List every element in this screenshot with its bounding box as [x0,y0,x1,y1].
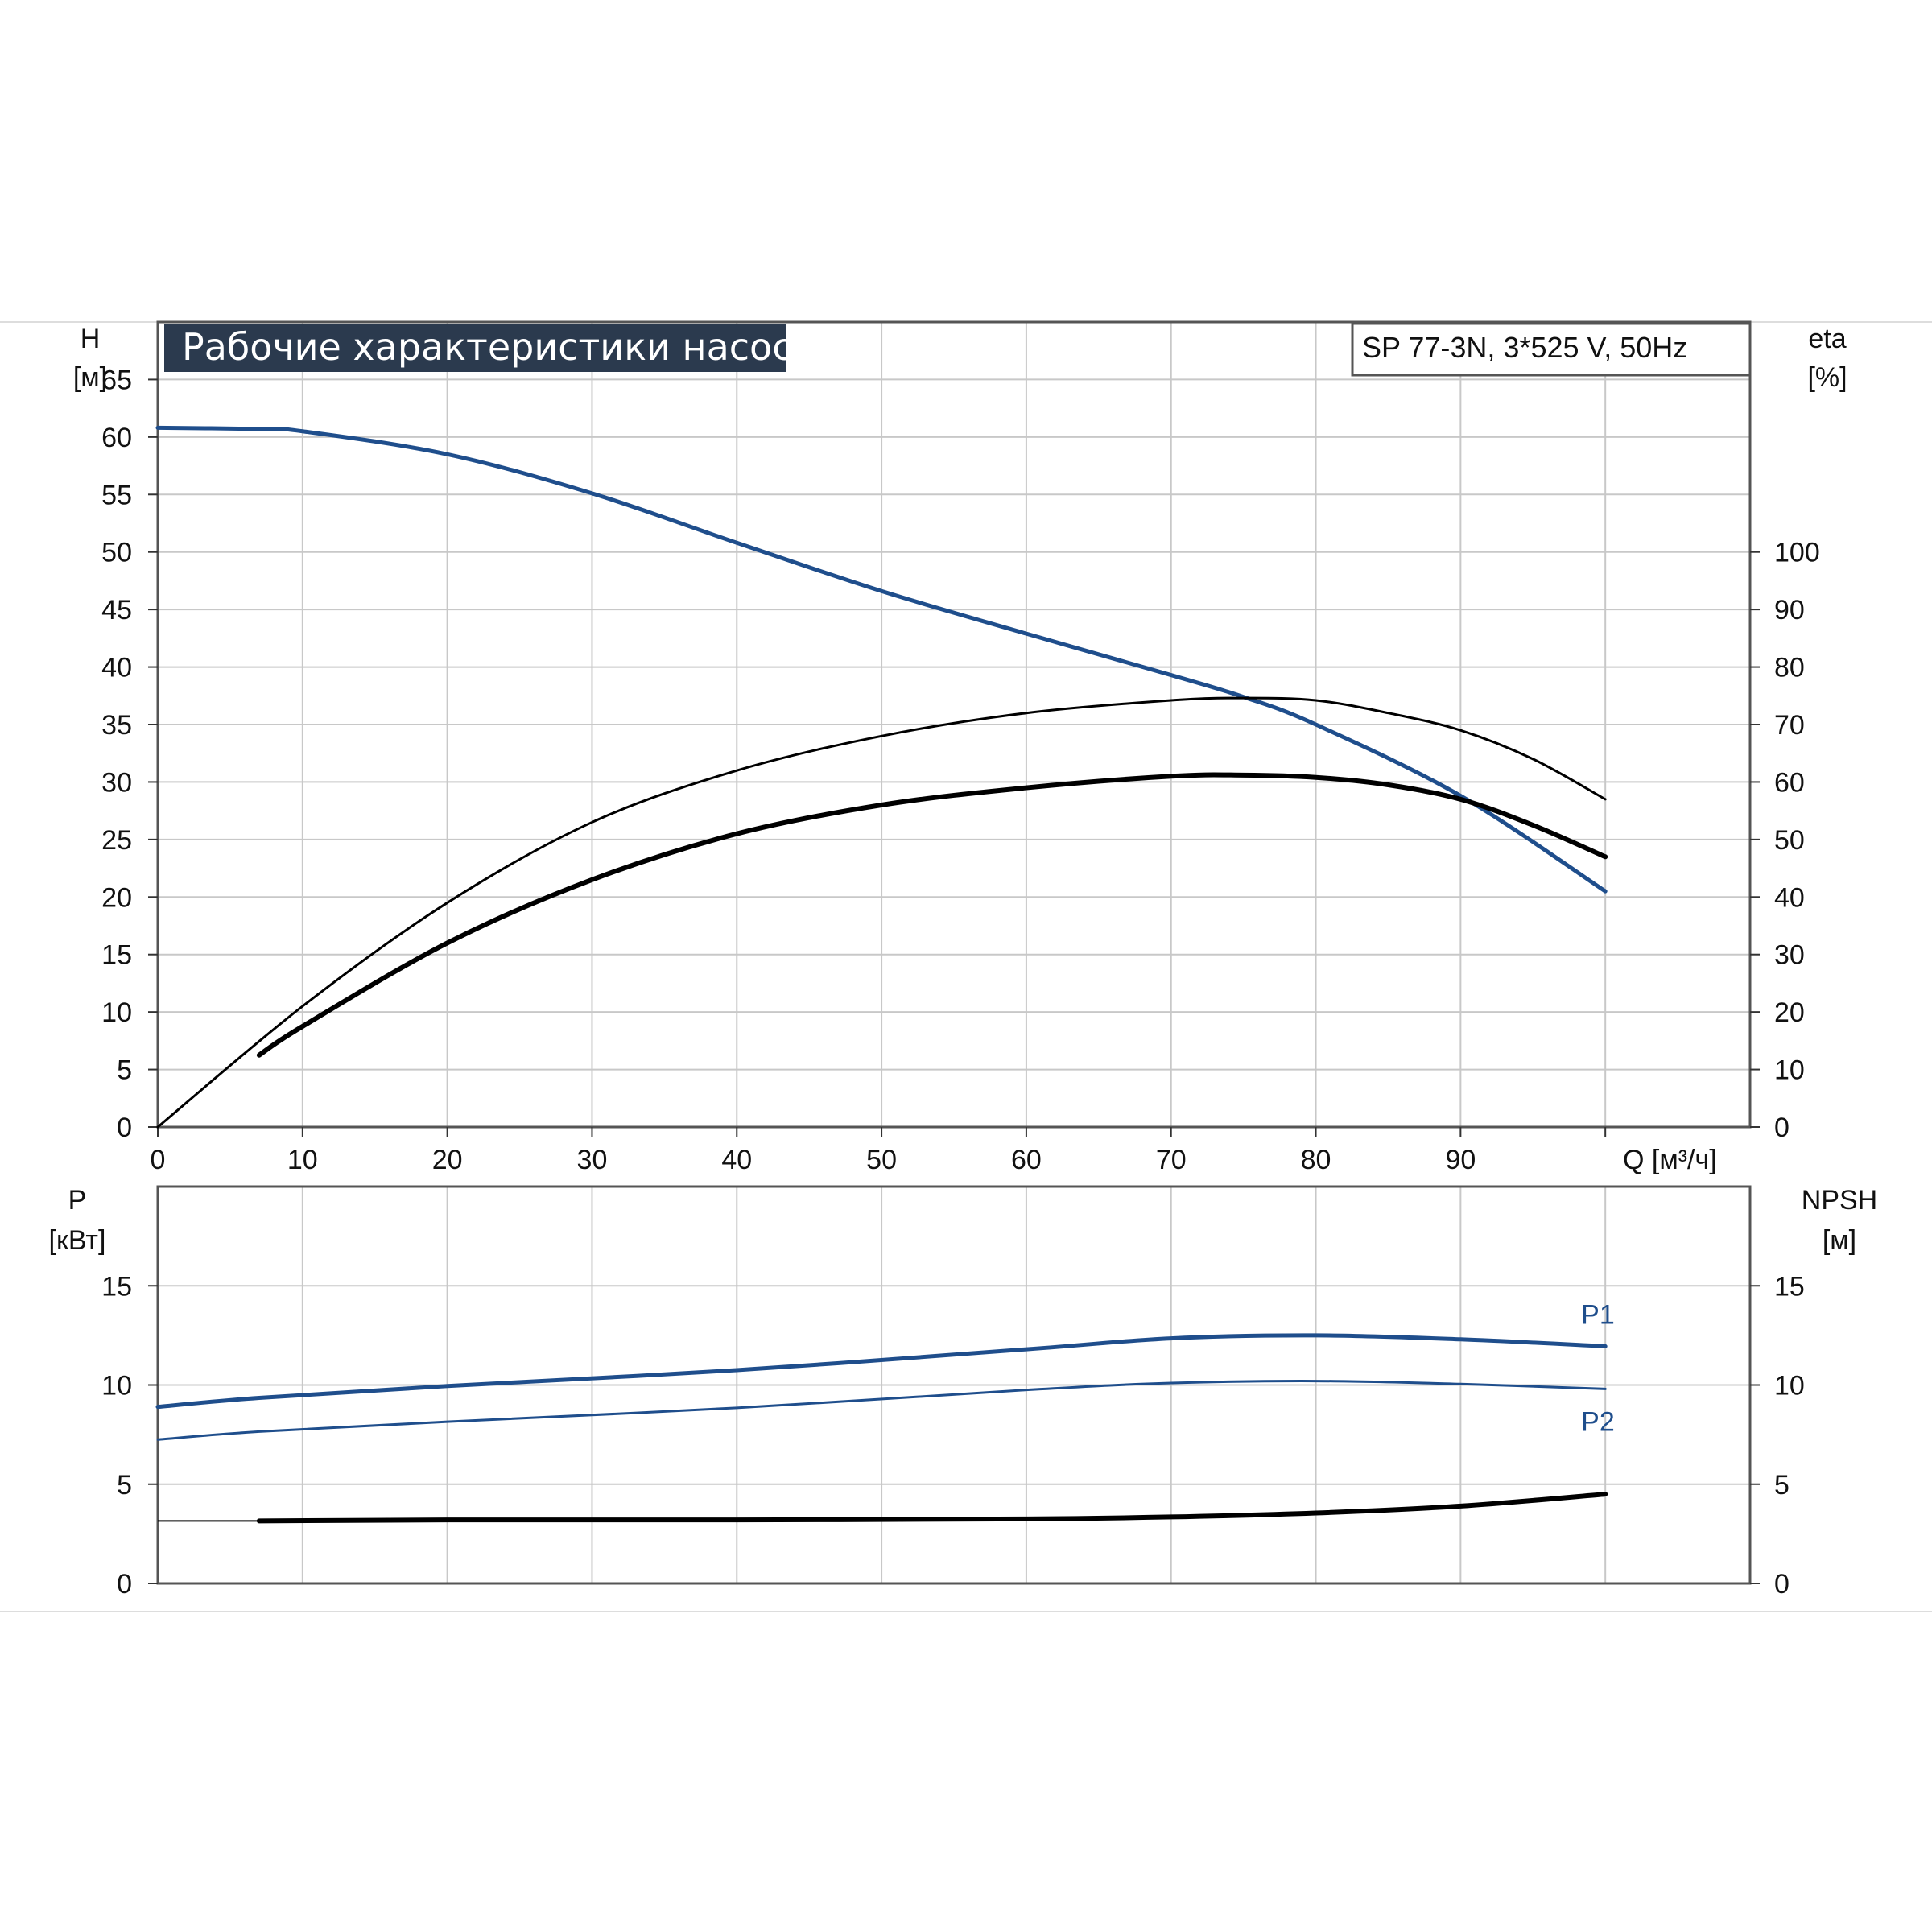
x-tick-label: 70 [1156,1145,1187,1175]
p2-curve [156,1380,1607,1441]
eta-axis-label: eta [1808,324,1846,354]
x-tick-label: 30 [577,1145,608,1175]
h-tick-label: 20 [101,882,132,913]
x-tick-label: 50 [866,1145,897,1175]
head-curve [155,425,1608,894]
eta-tick-label: 0 [1774,1113,1790,1143]
p-tick-label: 5 [117,1470,132,1501]
eta-tick-label: 60 [1774,767,1805,798]
x-tick-label: 60 [1011,1145,1042,1175]
p1-curve [155,1333,1608,1410]
p2-label: P2 [1581,1406,1615,1437]
h-tick-label: 50 [101,538,132,568]
h-tick-label: 55 [101,480,132,510]
top-axis-ticks: 0 10 20 30 40 50 60 70 80 90 0 5 10 15 20 25 30 35 40 45 50 5… [101,365,1820,1175]
model-label: SP 77-3N, 3*525 V, 50Hz [1362,331,1687,364]
h-tick-label: 35 [101,710,132,741]
p-tick-label: 15 [101,1271,132,1302]
q-axis-label: Q [м³/ч] [1623,1145,1717,1175]
eta-tick-label: 40 [1774,882,1805,913]
npsh-curve [256,1492,1608,1524]
x-tick-label: 80 [1301,1145,1331,1175]
p-axis-unit: [кВт] [49,1225,106,1256]
x-tick-label: 90 [1445,1145,1476,1175]
h-tick-label: 25 [101,825,132,856]
x-tick-label: 40 [721,1145,752,1175]
h-axis-unit: [м] [73,362,107,393]
eta-tick-label: 10 [1774,1055,1805,1086]
p-tick-label: 10 [101,1371,132,1402]
chart-title: Рабочие характеристики насоса [182,325,815,369]
model-label-box [1351,322,1752,377]
chart-title-box [164,324,786,372]
eta-axis-unit: [%] [1807,362,1847,393]
eta-tick-label: 20 [1774,997,1805,1028]
eta-tick-label: 30 [1774,940,1805,971]
h-tick-label: 0 [117,1113,132,1143]
eta-total-curve [256,772,1608,1058]
h-tick-label: 65 [101,365,132,395]
npsh-axis-label: NPSH [1802,1185,1877,1216]
top-plot-grid [157,322,1750,1128]
h-tick-label: 45 [101,595,132,625]
bottom-axis-ticks: 0 5 10 15 0 5 10 15 [101,1271,1805,1600]
p-tick-label: 0 [117,1569,132,1600]
bottom-curves: P1 P2 [155,1299,1615,1524]
eta-tick-label: 90 [1774,595,1805,625]
npsh-tick-label: 5 [1774,1470,1790,1501]
npsh-tick-label: 0 [1774,1569,1790,1600]
npsh-tick-label: 10 [1774,1371,1805,1402]
top-curves [155,425,1608,1129]
eta-tick-label: 100 [1774,538,1820,568]
h-tick-label: 15 [101,940,132,971]
h-tick-label: 5 [117,1055,132,1086]
x-tick-label: 0 [151,1145,166,1175]
eta-tick-label: 50 [1774,825,1805,856]
h-tick-label: 30 [101,767,132,798]
eta-tick-label: 70 [1774,710,1805,741]
npsh-axis-unit: [м] [1823,1225,1856,1256]
x-tick-label: 10 [287,1145,318,1175]
eta-pump-curve [156,696,1607,1129]
h-axis-label: H [80,324,101,354]
npsh-tick-label: 15 [1774,1271,1805,1302]
eta-tick-label: 80 [1774,653,1805,683]
h-tick-label: 10 [101,997,132,1028]
h-tick-label: 60 [101,423,132,453]
x-tick-label: 20 [432,1145,463,1175]
p-axis-label: P [68,1185,87,1216]
p1-label: P1 [1581,1299,1615,1330]
h-tick-label: 40 [101,653,132,683]
